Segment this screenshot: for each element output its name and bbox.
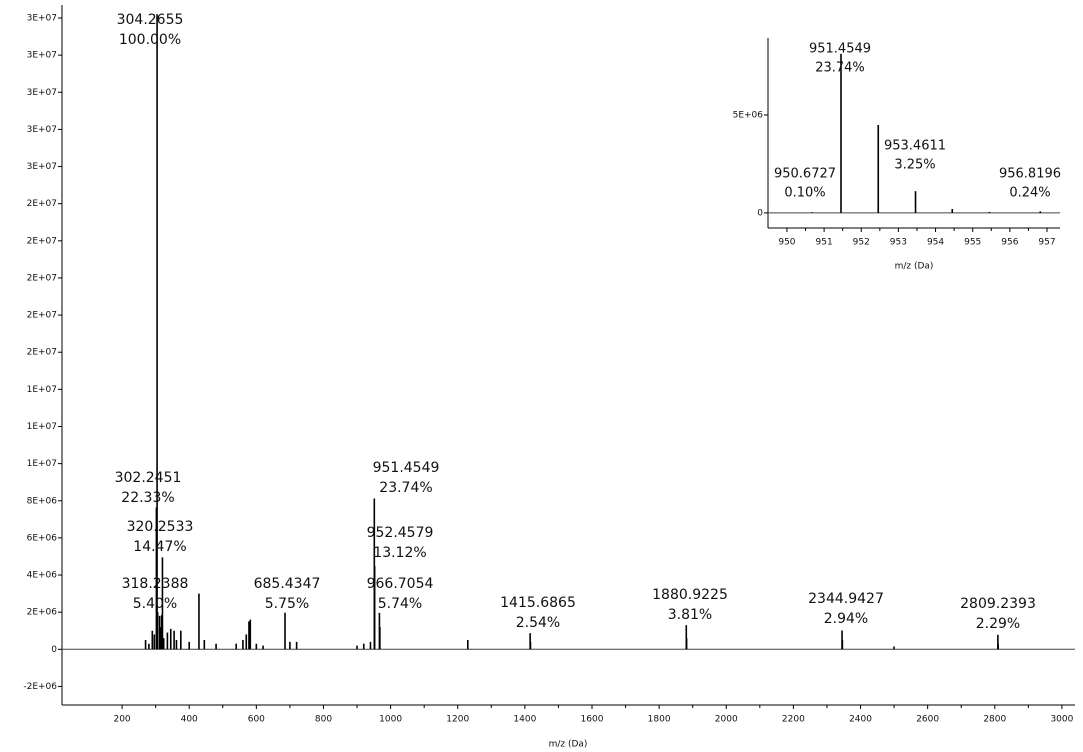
- peak-percent-label: 3.25%: [894, 158, 935, 173]
- x-tick-label: 800: [315, 715, 332, 725]
- x-tick-label: 955: [964, 238, 981, 248]
- x-tick-label: 2800: [983, 715, 1006, 725]
- peak-mz-label: 951.4549: [373, 460, 440, 476]
- peak-percent-label: 2.94%: [824, 611, 868, 627]
- peak-mz-label: 966.7054: [367, 576, 434, 592]
- peak-percent-label: 13.12%: [373, 545, 426, 561]
- y-tick-label: 3E+07: [27, 88, 57, 98]
- peak-mz-label: 956.8196: [999, 167, 1061, 182]
- inset-x-axis-label: m/z (Da): [895, 262, 934, 272]
- peak-percent-label: 0.24%: [1009, 186, 1050, 201]
- peak-percent-label: 3.81%: [668, 607, 712, 623]
- x-tick-label: 600: [248, 715, 265, 725]
- y-tick-label: 2E+07: [27, 348, 57, 358]
- x-tick-label: 3000: [1050, 715, 1073, 725]
- x-axis-label: m/z (Da): [549, 740, 588, 750]
- peak-percent-label: 23.74%: [815, 61, 865, 76]
- y-tick-label: -2E+06: [23, 682, 57, 692]
- peak-percent-label: 0.10%: [784, 186, 825, 201]
- peak-percent-label: 23.74%: [379, 480, 432, 496]
- peak-percent-label: 100.00%: [119, 32, 181, 48]
- x-tick-label: 1800: [648, 715, 671, 725]
- peak-mz-label: 952.4579: [367, 525, 434, 541]
- y-tick-label: 3E+07: [27, 51, 57, 61]
- y-tick-label: 3E+07: [27, 125, 57, 135]
- x-tick-label: 954: [927, 238, 944, 248]
- y-tick-label: 0: [51, 645, 57, 655]
- y-tick-label: 0: [757, 208, 763, 218]
- peak-percent-label: 22.33%: [121, 490, 174, 506]
- peak-mz-label: 2344.9427: [808, 591, 884, 607]
- peak-mz-label: 1880.9225: [652, 587, 728, 603]
- x-tick-label: 1200: [446, 715, 469, 725]
- y-tick-label: 2E+07: [27, 273, 57, 283]
- y-tick-label: 1E+07: [27, 422, 57, 432]
- x-tick-label: 952: [853, 238, 870, 248]
- x-tick-label: 953: [890, 238, 907, 248]
- y-tick-label: 2E+06: [27, 608, 58, 618]
- x-tick-label: 2600: [916, 715, 939, 725]
- x-tick-label: 951: [816, 238, 833, 248]
- y-tick-label: 1E+07: [27, 459, 57, 469]
- x-tick-label: 957: [1038, 238, 1055, 248]
- x-tick-label: 2400: [849, 715, 872, 725]
- y-tick-label: 1E+07: [27, 385, 57, 395]
- peak-mz-label: 302.2451: [115, 470, 182, 486]
- y-tick-label: 2E+07: [27, 311, 57, 321]
- peak-mz-label: 685.4347: [254, 576, 321, 592]
- peak-mz-label: 2809.2393: [960, 596, 1036, 612]
- x-tick-label: 950: [778, 238, 795, 248]
- peak-mz-label: 950.6727: [774, 167, 836, 182]
- peak-mz-label: 304.2655: [117, 12, 184, 28]
- x-tick-label: 956: [1001, 238, 1018, 248]
- x-tick-label: 2000: [715, 715, 738, 725]
- y-tick-label: 2E+07: [27, 199, 57, 209]
- peak-percent-label: 2.29%: [976, 616, 1020, 632]
- x-tick-label: 1000: [379, 715, 402, 725]
- peak-mz-label: 320.2533: [127, 519, 194, 535]
- peak-percent-label: 14.47%: [133, 539, 186, 555]
- x-tick-label: 400: [181, 715, 198, 725]
- x-tick-label: 200: [113, 715, 130, 725]
- peak-mz-label: 318.2388: [122, 576, 189, 592]
- y-tick-label: 5E+06: [733, 110, 764, 120]
- peak-percent-label: 5.75%: [265, 596, 309, 612]
- y-tick-label: 2E+07: [27, 236, 57, 246]
- y-tick-label: 4E+06: [27, 571, 58, 581]
- x-tick-label: 1400: [513, 715, 536, 725]
- x-tick-label: 1600: [581, 715, 604, 725]
- y-tick-label: 6E+06: [27, 533, 58, 543]
- y-tick-label: 8E+06: [27, 496, 58, 506]
- peak-mz-label: 1415.6865: [500, 595, 576, 611]
- y-tick-label: 3E+07: [27, 13, 57, 23]
- peak-percent-label: 5.74%: [378, 596, 422, 612]
- peak-percent-label: 2.54%: [516, 615, 560, 631]
- x-tick-label: 2200: [782, 715, 805, 725]
- peak-mz-label: 951.4549: [809, 42, 871, 57]
- peak-percent-label: 5.40%: [133, 596, 177, 612]
- peak-mz-label: 953.4611: [884, 139, 946, 154]
- y-tick-label: 3E+07: [27, 162, 57, 172]
